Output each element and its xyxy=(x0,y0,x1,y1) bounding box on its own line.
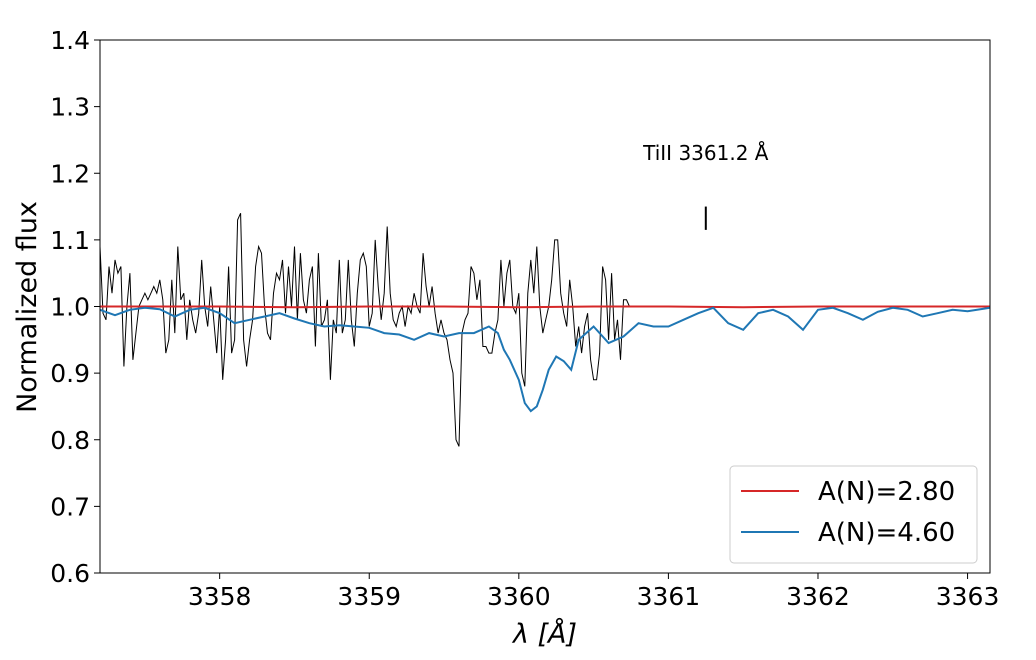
line-annotation: TiII 3361.2 Å xyxy=(642,141,769,165)
x-tick-label: 3363 xyxy=(936,582,1000,611)
y-tick-label: 1.4 xyxy=(50,26,90,55)
plot-frame xyxy=(99,39,991,574)
y-axis-label: Normalized flux xyxy=(12,201,43,413)
y-axis-ticks: 0.6 0.7 0.8 0.9 1.0 1.1 1.2 1.3 1.4 xyxy=(50,26,100,588)
y-tick-label: 1.0 xyxy=(50,293,90,322)
x-tick-label: 3359 xyxy=(337,582,401,611)
x-axis-label: λ [Å] xyxy=(511,618,577,650)
x-tick-label: 3361 xyxy=(637,582,701,611)
y-tick-label: 0.9 xyxy=(50,359,90,388)
legend: A(N)=2.80 A(N)=4.60 xyxy=(729,465,978,564)
legend-label-a-n-2-80: A(N)=2.80 xyxy=(818,477,955,507)
legend-label-a-n-4-60: A(N)=4.60 xyxy=(818,518,955,548)
y-tick-label: 1.1 xyxy=(50,226,90,255)
x-tick-label: 3360 xyxy=(487,582,551,611)
series-line-a-n-4-60 xyxy=(99,306,991,413)
y-tick-label: 0.7 xyxy=(50,492,90,521)
y-tick-label: 1.3 xyxy=(50,93,90,122)
x-tick-label: 3362 xyxy=(786,582,850,611)
series-line-a-n-2-80 xyxy=(100,305,990,309)
x-tick-label: 3358 xyxy=(188,582,252,611)
y-tick-label: 0.8 xyxy=(50,426,90,455)
y-tick-label: 1.2 xyxy=(50,159,90,188)
x-axis-ticks: 3358 3359 3360 3361 3362 3363 xyxy=(188,573,1000,611)
plot-area: TiII 3361.2 Å xyxy=(99,141,991,447)
y-tick-label: 0.6 xyxy=(50,559,90,588)
observed-spectrum-line xyxy=(99,212,630,447)
